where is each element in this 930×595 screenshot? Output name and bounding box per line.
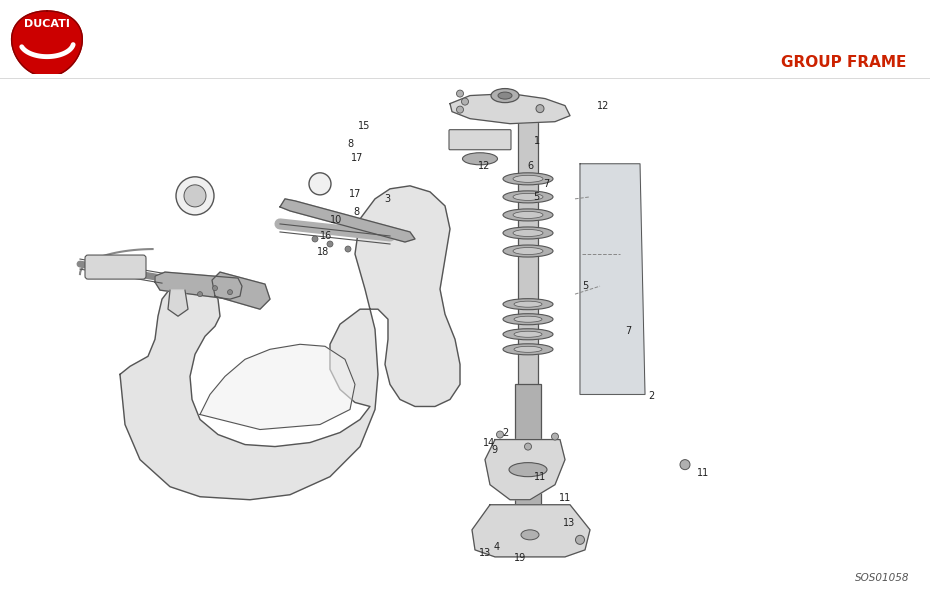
- Text: 9: 9: [491, 444, 498, 455]
- Text: 8: 8: [347, 139, 353, 149]
- Ellipse shape: [513, 248, 543, 255]
- Ellipse shape: [513, 230, 543, 236]
- Text: 12: 12: [478, 161, 490, 171]
- Ellipse shape: [513, 211, 543, 218]
- Ellipse shape: [309, 173, 331, 195]
- Ellipse shape: [513, 193, 543, 201]
- Ellipse shape: [509, 463, 547, 477]
- Ellipse shape: [491, 89, 519, 102]
- Ellipse shape: [576, 536, 584, 544]
- Polygon shape: [450, 93, 570, 124]
- Text: 17: 17: [349, 189, 362, 199]
- Ellipse shape: [457, 106, 463, 113]
- Ellipse shape: [503, 314, 553, 325]
- Ellipse shape: [503, 191, 553, 203]
- Text: 2: 2: [502, 428, 509, 437]
- Ellipse shape: [514, 331, 542, 337]
- Ellipse shape: [536, 105, 544, 112]
- Text: 12: 12: [597, 101, 609, 111]
- Polygon shape: [212, 272, 270, 309]
- Text: 11: 11: [697, 468, 710, 478]
- Text: 3: 3: [384, 194, 390, 204]
- Text: 8: 8: [353, 207, 359, 217]
- Polygon shape: [485, 440, 565, 500]
- Ellipse shape: [503, 209, 553, 221]
- Text: 4: 4: [494, 542, 500, 552]
- Ellipse shape: [462, 153, 498, 165]
- Text: 10: 10: [330, 215, 342, 225]
- Text: 17: 17: [351, 153, 364, 163]
- Text: 16: 16: [320, 231, 332, 241]
- Text: 1: 1: [534, 136, 540, 146]
- Text: 2: 2: [648, 392, 654, 402]
- Text: 7: 7: [625, 326, 631, 336]
- Ellipse shape: [514, 301, 542, 307]
- Text: 14: 14: [483, 437, 496, 447]
- Ellipse shape: [457, 90, 463, 97]
- Polygon shape: [280, 199, 415, 242]
- Ellipse shape: [513, 176, 543, 182]
- Polygon shape: [580, 164, 645, 394]
- Text: 15: 15: [358, 121, 370, 131]
- FancyBboxPatch shape: [518, 104, 538, 505]
- Polygon shape: [200, 345, 355, 430]
- Text: 18: 18: [317, 247, 329, 257]
- Ellipse shape: [503, 245, 553, 257]
- Text: 5: 5: [582, 281, 589, 291]
- Ellipse shape: [345, 246, 351, 252]
- Ellipse shape: [680, 459, 690, 469]
- Text: 11: 11: [559, 493, 571, 503]
- Text: 5: 5: [533, 192, 539, 202]
- Text: 11: 11: [534, 472, 546, 482]
- FancyBboxPatch shape: [515, 384, 541, 505]
- Ellipse shape: [503, 299, 553, 309]
- Text: 7: 7: [543, 179, 550, 189]
- Ellipse shape: [327, 241, 333, 247]
- Ellipse shape: [503, 344, 553, 355]
- Ellipse shape: [525, 443, 532, 450]
- Ellipse shape: [503, 329, 553, 340]
- Text: GROUP FRAME: GROUP FRAME: [781, 55, 907, 70]
- Text: SOS01058: SOS01058: [855, 573, 910, 583]
- Text: DRAWING 18A - STEERING ASSEMBLY [MOD:PANV4SL;XST:AUS,CHN,EUR,JAP]: DRAWING 18A - STEERING ASSEMBLY [MOD:PAN…: [63, 18, 930, 37]
- Polygon shape: [472, 505, 590, 557]
- FancyBboxPatch shape: [85, 255, 146, 279]
- Ellipse shape: [503, 227, 553, 239]
- Ellipse shape: [498, 92, 512, 99]
- Ellipse shape: [551, 433, 559, 440]
- Ellipse shape: [497, 431, 503, 438]
- Text: 13: 13: [479, 548, 491, 558]
- Ellipse shape: [197, 292, 203, 297]
- Ellipse shape: [503, 173, 553, 185]
- Text: 19: 19: [514, 553, 526, 563]
- Ellipse shape: [514, 316, 542, 322]
- Ellipse shape: [521, 530, 539, 540]
- Polygon shape: [120, 186, 460, 500]
- Ellipse shape: [514, 346, 542, 352]
- Ellipse shape: [461, 98, 469, 105]
- Polygon shape: [168, 290, 188, 316]
- Ellipse shape: [312, 236, 318, 242]
- Text: 6: 6: [527, 161, 533, 171]
- Ellipse shape: [176, 177, 214, 215]
- Polygon shape: [155, 272, 242, 299]
- Text: 13: 13: [563, 518, 576, 528]
- Polygon shape: [12, 11, 82, 77]
- Ellipse shape: [184, 185, 206, 207]
- FancyBboxPatch shape: [449, 130, 511, 150]
- Ellipse shape: [228, 290, 232, 295]
- Ellipse shape: [212, 286, 218, 290]
- Text: DUCATI: DUCATI: [24, 19, 70, 29]
